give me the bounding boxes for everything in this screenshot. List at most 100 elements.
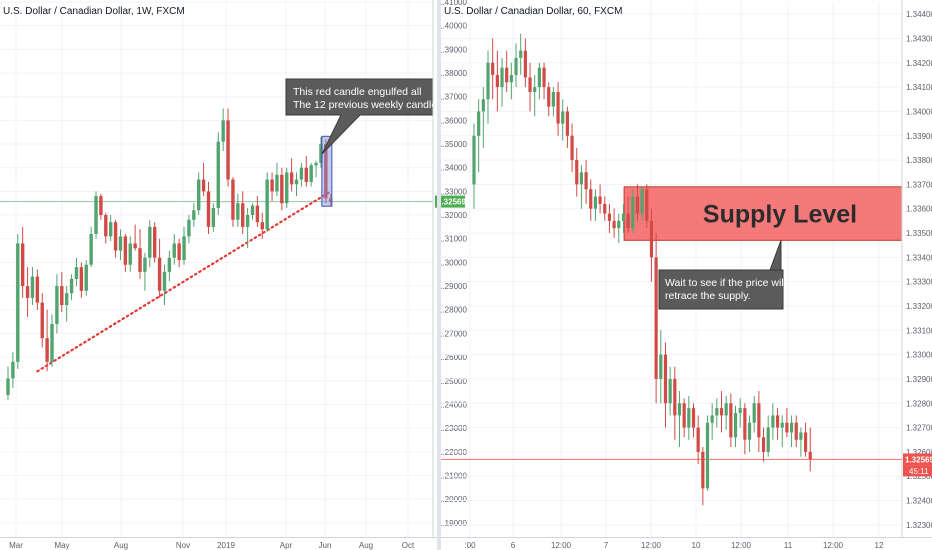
weekly-bull-candle — [64, 293, 69, 306]
hourly-bear-candle — [491, 62, 495, 75]
weekly-callout-text: This red candle engulfed all — [293, 86, 421, 98]
weekly-price-tick: 1.40000 — [438, 22, 467, 31]
weekly-time-tick: May — [54, 541, 69, 550]
supply-zone: Supply Level — [623, 186, 903, 241]
weekly-bear-candle — [35, 276, 40, 303]
weekly-bear-candle — [104, 215, 108, 237]
hourly-bull-candle — [551, 91, 555, 107]
weekly-bear-candle — [123, 236, 128, 265]
weekly-bear-candle — [79, 267, 84, 291]
hourly-bull-candle — [509, 74, 513, 83]
weekly-price-tick: 1.28000 — [438, 306, 467, 315]
weekly-time-tick: Aug — [114, 541, 128, 550]
hourly-bull-candle — [659, 354, 663, 379]
weekly-price-tick: 1.34000 — [438, 164, 467, 173]
weekly-bull-candle — [148, 226, 152, 258]
weekly-bull-candle — [143, 257, 147, 272]
hourly-price-tick: 1.33800 — [906, 156, 932, 165]
weekly-bear-candle — [60, 286, 64, 306]
hourly-bull-candle — [533, 87, 537, 92]
hourly-bull-candle — [579, 172, 584, 185]
hourly-time-tick: :00 — [464, 541, 476, 550]
hourly-bear-candle — [547, 87, 551, 107]
pane-divider[interactable] — [437, 0, 441, 550]
hourly-time-tick: 12 — [875, 541, 884, 550]
hourly-bull-candle — [621, 213, 626, 221]
weekly-bull-candle — [118, 236, 123, 251]
supply-zone-rect — [623, 186, 903, 241]
hourly-bear-candle — [575, 160, 579, 185]
hourly-price-tick: 1.32400 — [906, 497, 932, 506]
hourly-bear-candle — [761, 437, 766, 452]
weekly-bull-candle — [250, 205, 255, 216]
weekly-bull-candle — [285, 172, 289, 204]
weekly-price-tick: 1.38000 — [438, 69, 467, 78]
weekly-price-tick: 1.31000 — [438, 235, 467, 244]
hourly-time-tick: 12:00 — [551, 541, 572, 550]
weekly-trendline-dotted — [36, 190, 332, 373]
hourly-bear-candle — [626, 213, 630, 229]
hourly-bull-candle — [710, 415, 714, 423]
hourly-price-tick: 1.32600 — [906, 448, 932, 457]
hourly-price-tick: 1.33100 — [906, 326, 932, 335]
hourly-bull-candle — [780, 422, 784, 428]
hourly-price-axis[interactable]: 1.34400 1.34300 1.34200 1.34100 1.34000 1.339… — [903, 10, 932, 530]
hourly-bear-candle — [775, 415, 780, 428]
hourly-bear-candle — [803, 432, 808, 452]
weekly-bull-candle — [245, 215, 250, 227]
weekly-bull-candle — [128, 243, 132, 265]
weekly-bull-candle — [192, 210, 196, 220]
hourly-bear-candle — [808, 451, 812, 460]
hourly-price-tick: 1.32900 — [906, 375, 932, 384]
weekly-bull-candle — [89, 233, 93, 265]
hourly-chart-pane[interactable]: Supply Level Wait to see if the price wi… — [441, 2, 903, 537]
weekly-time-tick: Aug — [359, 541, 373, 550]
hourly-bull-candle — [715, 408, 719, 416]
weekly-bull-candle — [182, 236, 186, 261]
weekly-bull-candle — [55, 286, 59, 324]
hourly-bear-candle — [584, 172, 588, 190]
weekly-price-tick: 1.35000 — [438, 140, 467, 149]
hourly-bull-candle — [799, 432, 803, 440]
hourly-time-tick: 7 — [604, 541, 609, 550]
weekly-bull-candle — [294, 179, 299, 185]
hourly-bear-candle — [663, 354, 668, 404]
hourly-bear-candle — [612, 220, 616, 229]
weekly-bull-candle — [162, 271, 167, 291]
hourly-bear-candle — [556, 91, 560, 124]
hourly-bull-candle — [733, 412, 738, 438]
hourly-price-tick: 1.33200 — [906, 302, 932, 311]
hourly-bear-candle — [528, 77, 532, 92]
hourly-bull-candle — [514, 57, 518, 75]
weekly-bear-candle — [133, 243, 137, 249]
weekly-bull-candle — [299, 167, 304, 180]
hourly-bear-candle — [673, 378, 677, 416]
weekly-bear-candle — [20, 243, 25, 287]
weekly-bear-candle — [99, 196, 103, 216]
weekly-time-axis[interactable]: Mar May Aug Nov 2019 Apr Jun Aug Oct — [9, 541, 415, 550]
weekly-bear-candle — [45, 338, 49, 362]
weekly-price-tick: 1.19000 — [438, 519, 467, 528]
weekly-bull-candle — [50, 323, 54, 362]
weekly-price-axis[interactable]: 1.41000 1.40000 1.39000 1.38000 1.37000 1.360… — [435, 0, 467, 528]
hourly-time-tick: 12:00 — [731, 541, 752, 550]
hourly-price-tick: 1.34100 — [906, 83, 932, 92]
weekly-bear-candle — [304, 167, 308, 182]
weekly-bear-candle — [231, 179, 235, 220]
hourly-bull-candle — [752, 403, 756, 423]
hourly-bull-candle — [687, 408, 691, 428]
hourly-price-tick: 1.33400 — [906, 253, 932, 262]
hourly-bull-candle — [631, 196, 635, 229]
hourly-countdown-text: 45:11 — [909, 467, 929, 476]
hourly-time-tick: 11 — [784, 541, 793, 550]
hourly-bear-candle — [495, 74, 499, 88]
weekly-price-tick: 1.33000 — [438, 187, 467, 196]
hourly-bear-candle — [589, 189, 593, 209]
weekly-bear-candle — [289, 172, 294, 185]
hourly-time-axis[interactable]: :00 6 12:00 7 12:00 10 12:00 11 12:00 12 — [464, 541, 884, 550]
weekly-price-tick: 1.37000 — [438, 93, 467, 102]
hourly-bull-candle — [738, 408, 742, 413]
